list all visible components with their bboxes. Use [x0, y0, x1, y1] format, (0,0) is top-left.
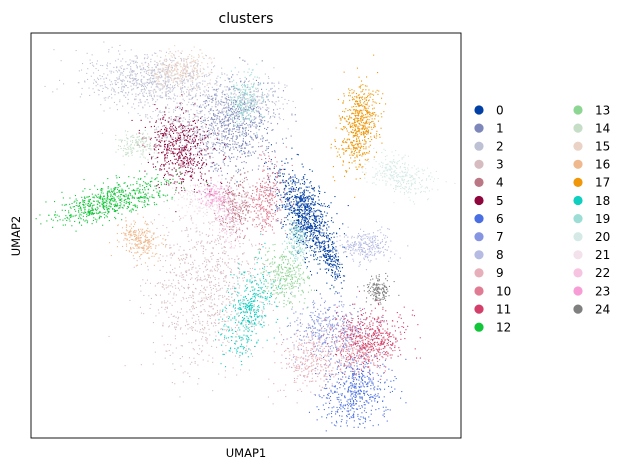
y-axis-label: UMAP2: [9, 216, 23, 256]
legend-marker-21: [573, 250, 583, 260]
cluster-points-23: [194, 175, 238, 211]
legend-marker-13: [573, 105, 583, 115]
cluster-points-17: [330, 54, 387, 198]
legend-marker-17: [573, 177, 583, 187]
legend-marker-18: [573, 195, 583, 206]
legend-label-18: 18: [595, 194, 610, 208]
legend-label-3: 3: [496, 158, 504, 172]
cluster-points-12: [35, 167, 208, 232]
legend-label-9: 9: [496, 266, 504, 280]
cluster-points-9: [254, 319, 360, 404]
cluster-points-18: [215, 233, 289, 368]
legend-label-2: 2: [496, 140, 504, 154]
legend-label-10: 10: [496, 284, 511, 298]
cluster-points-0: [236, 125, 349, 294]
cluster-points-16: [109, 213, 179, 267]
cluster-points-24: [357, 272, 400, 308]
legend-marker-14: [573, 123, 583, 133]
legend-label-7: 7: [496, 230, 504, 244]
legend-marker-19: [573, 214, 583, 224]
legend-marker-2: [474, 141, 484, 151]
legend-label-5: 5: [496, 194, 504, 208]
legend-label-4: 4: [496, 176, 504, 190]
cluster-points-2: [44, 41, 313, 172]
legend-marker-16: [573, 159, 583, 169]
legend-marker-22: [573, 268, 583, 278]
cluster-points-6: [308, 342, 407, 432]
cluster-points-22: [212, 188, 242, 249]
legend-label-13: 13: [595, 103, 610, 117]
legend-label-8: 8: [496, 248, 504, 262]
legend-marker-7: [474, 232, 484, 242]
legend-label-17: 17: [595, 176, 610, 190]
cluster-points-13: [251, 242, 335, 309]
cluster-points-8: [335, 221, 409, 271]
cluster-points-11: [324, 290, 421, 375]
legend-marker-0: [474, 105, 484, 115]
legend-label-21: 21: [595, 248, 610, 262]
cluster-points-19: [219, 63, 313, 264]
legend-marker-15: [573, 141, 583, 151]
cluster-points-15: [142, 45, 218, 97]
legend-label-0: 0: [496, 103, 504, 117]
cluster-points-3: [108, 142, 296, 405]
legend-marker-1: [474, 123, 484, 133]
legend-marker-24: [573, 304, 583, 314]
chart-title: clusters: [219, 11, 274, 27]
legend-marker-3: [474, 159, 484, 169]
legend-marker-23: [573, 286, 583, 296]
legend-marker-6: [474, 214, 484, 224]
legend-label-11: 11: [496, 302, 511, 316]
legend-label-15: 15: [595, 140, 610, 154]
legend-marker-5: [474, 195, 484, 206]
legend-label-16: 16: [595, 158, 610, 172]
legend-label-22: 22: [595, 266, 610, 280]
legend-label-6: 6: [496, 212, 504, 226]
legend-marker-9: [474, 268, 484, 278]
legend-marker-11: [474, 304, 484, 314]
legend-label-20: 20: [595, 230, 610, 244]
legend-marker-4: [474, 177, 484, 187]
cluster-points-20: [347, 147, 456, 205]
scatter-points: [35, 41, 456, 432]
cluster-points-5: [131, 94, 231, 213]
cluster-points-14: [101, 127, 171, 166]
legend-marker-8: [474, 250, 484, 260]
legend-label-23: 23: [595, 284, 610, 298]
legend-label-12: 12: [496, 321, 511, 335]
legend-label-24: 24: [595, 302, 610, 316]
legend-label-14: 14: [595, 121, 610, 135]
legend-marker-12: [474, 322, 484, 332]
legend-label-1: 1: [496, 121, 504, 135]
cluster-points-1: [181, 57, 297, 194]
x-axis-label: UMAP1: [226, 446, 266, 460]
plot-frame: [30, 32, 462, 439]
legend-marker-10: [474, 286, 484, 296]
legend-label-19: 19: [595, 212, 610, 226]
cluster-points-10: [240, 145, 396, 381]
legend-marker-20: [573, 232, 583, 242]
